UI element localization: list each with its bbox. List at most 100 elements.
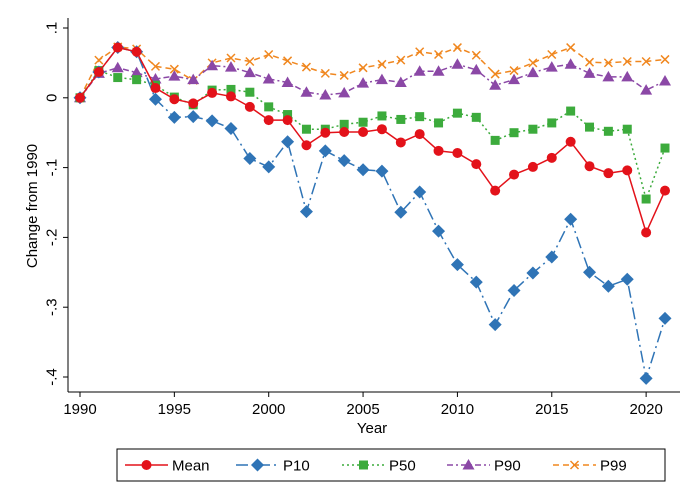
data-point-p99 [339,70,349,80]
data-point-p99 [264,49,274,60]
data-point-p50 [547,118,557,128]
data-point-p50 [132,75,142,85]
data-point-p50 [509,128,519,138]
data-point-p90 [168,70,181,81]
data-point-p99 [603,58,613,68]
data-point-mean [452,147,463,158]
data-point-p90 [526,66,539,78]
data-point-p50 [264,102,274,112]
data-point-mean [282,115,293,126]
data-point-p10 [337,154,351,168]
y-tick-label: 0 [43,94,60,102]
data-point-p99 [434,49,444,60]
data-point-p10 [413,185,427,199]
data-point-p90 [602,70,615,82]
data-point-p99 [396,55,406,65]
data-point-p90 [621,70,634,82]
data-point-p90 [130,66,143,78]
data-point-p10 [394,205,408,219]
data-point-mean [188,98,199,109]
data-point-p90 [432,65,445,76]
data-point-mean [622,165,633,176]
data-point-p10 [224,122,238,136]
data-point-p50 [452,108,462,118]
data-point-p99 [320,68,330,78]
data-point-p99 [566,43,576,53]
data-point-p50 [660,143,670,153]
axes [67,18,680,393]
data-point-p99 [283,56,293,66]
data-point-p50 [396,114,406,124]
data-point-p10 [186,110,200,124]
data-point-p10 [167,110,181,124]
data-point-p90 [508,73,521,85]
legend-marker-p99 [569,460,580,470]
legend-item-p10: P10 [236,457,310,474]
y-tick-label: -.1 [43,159,60,177]
data-point-p90 [206,59,219,71]
data-point-p99 [245,56,255,67]
x-tick-label: 2010 [441,401,474,418]
data-point-p50 [113,73,123,83]
data-point-p90 [338,86,351,98]
legend-item-p50: P50 [342,457,416,474]
data-point-p99 [490,69,500,79]
data-point-p10 [375,164,389,178]
data-point-mean [471,159,482,170]
x-axis-title: Year [357,420,387,437]
data-point-mean [169,94,180,105]
legend: Mean P10 P50 P90 P99 [116,448,666,482]
data-point-p50 [490,135,500,145]
data-point-p50 [301,124,311,134]
data-point-p50 [226,84,236,94]
data-point-mean [509,169,520,180]
legend-items: Mean P10 P50 P90 P99 [125,457,627,474]
data-point-p99 [94,55,104,65]
data-point-p50 [377,111,387,121]
data-point-p90 [243,66,256,78]
data-point-p90 [187,73,200,85]
data-point-p50 [641,194,651,204]
data-point-p10 [601,279,615,293]
legend-label: P99 [600,457,627,474]
data-point-p50 [622,124,632,134]
data-point-p50 [358,117,368,127]
y-tick-label: -.3 [43,298,60,316]
data-point-mean [433,145,444,156]
legend-item-p90: P90 [447,457,521,474]
data-point-p50 [603,126,613,136]
data-point-p10 [432,224,446,238]
x-tick-label: 1995 [158,401,191,418]
data-point-p10 [243,152,257,166]
data-point-p10 [148,92,162,106]
x-tick-label: 2020 [629,401,662,418]
data-point-p99 [660,54,670,64]
x-tick-label: 2005 [346,401,379,418]
data-point-mean [244,101,255,112]
data-point-p99 [471,50,481,60]
data-point-p10 [564,212,578,226]
data-point-p90 [224,61,237,72]
y-axis-title: Change from 1990 [24,144,41,268]
data-point-p90 [281,76,294,87]
data-point-mean [75,92,85,103]
x-tick-label: 2015 [535,401,568,418]
data-point-mean [150,83,161,94]
data-point-mean [565,136,576,147]
data-point-mean [339,127,350,138]
data-point-p10 [545,250,559,264]
data-point-p90 [394,76,407,87]
legend-label: P50 [389,457,416,474]
data-point-p99 [622,56,632,67]
data-point-p99 [358,63,368,73]
data-point-p90 [300,86,313,97]
data-point-p10 [658,311,672,325]
data-point-p10 [299,205,313,219]
data-point-p50 [528,124,538,134]
data-point-p90 [545,61,558,72]
data-point-p50 [339,119,349,129]
data-point-p90 [262,72,275,84]
data-point-p50 [585,122,595,132]
